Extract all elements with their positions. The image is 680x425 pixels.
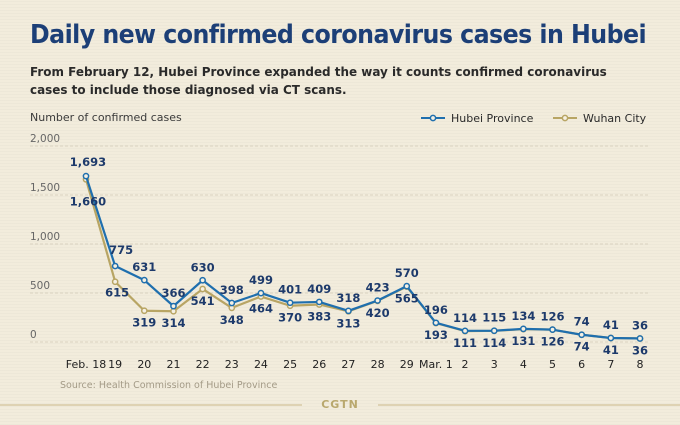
data-label-wuhan: 41 xyxy=(603,343,619,357)
legend-swatch-marker xyxy=(561,114,569,122)
data-point[interactable] xyxy=(315,298,323,306)
data-point[interactable] xyxy=(170,302,177,310)
x-tick-label: 28 xyxy=(371,358,385,371)
series-line-hubei xyxy=(84,175,641,340)
y-tick-label: 0 xyxy=(30,329,37,341)
x-tick-label: 22 xyxy=(196,358,210,371)
data-label-hubei: 401 xyxy=(278,283,302,297)
x-tick-label: 5 xyxy=(549,358,556,371)
data-label-hubei: 570 xyxy=(395,266,419,280)
data-point[interactable] xyxy=(461,327,469,335)
data-point[interactable] xyxy=(199,285,206,293)
data-label-hubei: 398 xyxy=(220,283,244,297)
data-point[interactable] xyxy=(636,335,644,342)
x-tick-label: 20 xyxy=(137,358,151,371)
data-point[interactable] xyxy=(403,282,411,290)
data-label-wuhan: 319 xyxy=(132,316,156,330)
data-label-wuhan: 111 xyxy=(453,336,477,350)
data-label-wuhan: 314 xyxy=(161,316,185,330)
cgtn-logo: CGTN xyxy=(321,398,359,411)
x-tick-label: 7 xyxy=(607,358,614,371)
data-point[interactable] xyxy=(578,331,586,339)
data-label-wuhan: 131 xyxy=(511,334,535,348)
data-point[interactable] xyxy=(257,289,265,297)
data-label-hubei: 126 xyxy=(541,310,565,324)
data-label-hubei: 366 xyxy=(161,286,185,300)
data-label-wuhan: 193 xyxy=(424,328,448,342)
data-label-wuhan: 420 xyxy=(366,306,390,320)
x-tick-label: 23 xyxy=(225,358,239,371)
data-point[interactable] xyxy=(111,278,119,286)
data-point[interactable] xyxy=(520,325,527,333)
data-label-hubei: 134 xyxy=(511,309,535,323)
x-tick-label: 21 xyxy=(166,358,180,371)
data-point[interactable] xyxy=(432,319,440,327)
data-label-hubei: 36 xyxy=(632,318,648,332)
data-label-wuhan: 313 xyxy=(336,316,360,330)
data-label-hubei: 631 xyxy=(132,260,156,274)
y-tick-label: 1,000 xyxy=(30,231,60,243)
data-label-hubei: 41 xyxy=(603,318,619,332)
x-tick-label: 3 xyxy=(491,358,498,371)
data-point[interactable] xyxy=(82,172,90,180)
chart-title: Daily new confirmed coronavirus cases in… xyxy=(30,20,647,50)
data-label-wuhan: 541 xyxy=(191,294,215,308)
source-note: Source: Health Commission of Hubei Provi… xyxy=(60,380,278,391)
data-label-hubei: 423 xyxy=(366,281,390,295)
x-tick-label: 4 xyxy=(520,358,527,371)
data-label-wuhan: 1,660 xyxy=(70,194,106,208)
data-label-wuhan: 36 xyxy=(632,343,648,357)
data-label-wuhan: 74 xyxy=(574,340,590,354)
x-tick-label: 6 xyxy=(578,358,585,371)
x-tick-label: 29 xyxy=(400,358,414,371)
data-point[interactable] xyxy=(374,297,381,304)
x-tick-label: Feb. 18 xyxy=(66,358,106,371)
data-point[interactable] xyxy=(140,307,148,315)
data-label-wuhan: 126 xyxy=(541,335,565,349)
x-tick-label: Mar. 1 xyxy=(419,358,453,371)
x-tick-label: 26 xyxy=(312,358,326,371)
y-tick-label: 1,500 xyxy=(30,182,60,194)
chart-subtitle: From February 12, Hubei Province expande… xyxy=(30,64,607,97)
data-point[interactable] xyxy=(549,326,556,334)
data-label-hubei: 115 xyxy=(482,311,506,325)
data-label-hubei: 114 xyxy=(453,311,477,325)
data-label-wuhan: 114 xyxy=(482,336,506,350)
data-label-hubei: 630 xyxy=(191,260,215,274)
data-label-wuhan: 464 xyxy=(249,302,273,316)
legend-swatch-marker xyxy=(429,114,437,122)
data-label-wuhan: 615 xyxy=(105,286,129,300)
data-label-hubei: 775 xyxy=(109,243,133,257)
data-label-wuhan: 370 xyxy=(278,311,302,325)
data-point[interactable] xyxy=(140,276,148,284)
x-tick-label: 27 xyxy=(341,358,355,371)
data-point[interactable] xyxy=(607,334,615,342)
y-tick-label: 500 xyxy=(30,280,50,292)
data-label-hubei: 499 xyxy=(249,273,273,287)
data-label-hubei: 1,693 xyxy=(70,155,106,169)
data-label-hubei: 318 xyxy=(336,291,360,305)
x-tick-label: 19 xyxy=(108,358,122,371)
data-point[interactable] xyxy=(199,276,206,284)
data-label-hubei: 196 xyxy=(424,303,448,317)
data-label-wuhan: 565 xyxy=(395,292,419,306)
data-label-wuhan: 348 xyxy=(220,313,244,327)
y-tick-label: 2,000 xyxy=(30,133,60,145)
data-point[interactable] xyxy=(228,299,236,307)
data-point[interactable] xyxy=(286,299,294,307)
legend-label: Hubei Province xyxy=(451,112,534,125)
x-tick-label: 25 xyxy=(283,358,297,371)
data-label-hubei: 74 xyxy=(574,315,590,329)
legend-label: Wuhan City xyxy=(583,112,647,125)
data-label-hubei: 409 xyxy=(307,282,331,296)
x-tick-label: 24 xyxy=(254,358,268,371)
y-axis-title: Number of confirmed cases xyxy=(30,111,182,124)
data-label-wuhan: 383 xyxy=(307,309,331,323)
data-point[interactable] xyxy=(345,307,352,315)
x-tick-label: 8 xyxy=(637,358,644,371)
data-point[interactable] xyxy=(490,327,498,335)
x-tick-label: 2 xyxy=(462,358,469,371)
data-point[interactable] xyxy=(111,262,119,270)
